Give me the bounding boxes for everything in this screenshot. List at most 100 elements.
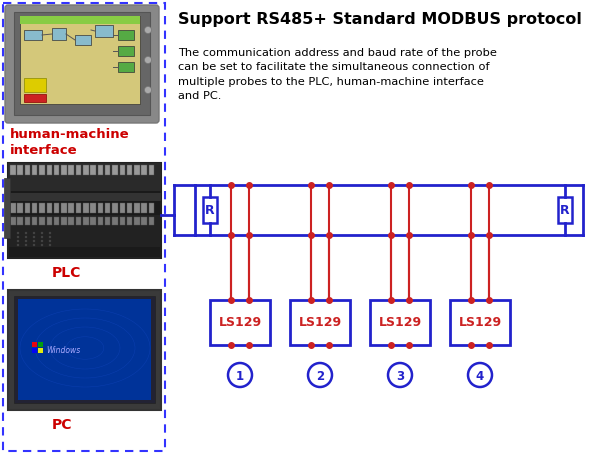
Bar xyxy=(142,203,147,213)
Circle shape xyxy=(41,236,43,238)
Text: R: R xyxy=(560,204,570,217)
Bar xyxy=(38,348,43,353)
Bar xyxy=(68,217,74,225)
Circle shape xyxy=(49,240,51,242)
Bar xyxy=(210,300,270,345)
Circle shape xyxy=(228,363,252,387)
Circle shape xyxy=(33,236,35,238)
Bar xyxy=(25,165,30,175)
Bar xyxy=(8,163,161,258)
Bar xyxy=(112,217,118,225)
Bar xyxy=(119,203,125,213)
Bar xyxy=(90,203,96,213)
Bar xyxy=(90,165,96,175)
Bar xyxy=(47,165,52,175)
Bar xyxy=(450,300,510,345)
Bar xyxy=(90,217,96,225)
Bar xyxy=(17,217,23,225)
Bar xyxy=(118,62,134,72)
Bar xyxy=(32,348,37,353)
Bar xyxy=(75,35,91,45)
Circle shape xyxy=(49,232,51,234)
Bar xyxy=(25,203,30,213)
Text: R: R xyxy=(205,204,215,217)
Bar xyxy=(127,165,133,175)
Bar xyxy=(14,296,155,403)
Bar xyxy=(118,46,134,56)
Bar xyxy=(95,25,113,37)
Bar xyxy=(25,217,30,225)
Bar xyxy=(370,300,430,345)
Bar xyxy=(39,165,45,175)
Bar xyxy=(24,94,46,102)
Circle shape xyxy=(25,232,27,234)
Bar xyxy=(32,217,37,225)
Bar xyxy=(105,217,110,225)
Bar xyxy=(127,217,133,225)
Bar xyxy=(105,203,110,213)
Bar xyxy=(149,165,154,175)
Circle shape xyxy=(41,232,43,234)
Bar xyxy=(203,197,217,223)
Bar xyxy=(3,3,165,451)
Text: Support RS485+ Standard MODBUS protocol: Support RS485+ Standard MODBUS protocol xyxy=(178,12,582,27)
Bar xyxy=(119,217,125,225)
Circle shape xyxy=(41,240,43,242)
Circle shape xyxy=(145,26,151,33)
Bar xyxy=(18,299,151,400)
Bar xyxy=(39,217,45,225)
Text: PLC: PLC xyxy=(52,266,82,280)
Bar xyxy=(8,163,161,191)
Bar xyxy=(47,203,52,213)
Bar xyxy=(134,217,140,225)
Text: 1: 1 xyxy=(236,369,244,382)
Bar xyxy=(20,16,140,104)
Bar xyxy=(24,78,46,92)
Bar xyxy=(20,16,140,24)
Bar xyxy=(8,215,161,247)
Bar xyxy=(10,217,16,225)
Bar xyxy=(105,165,110,175)
Bar xyxy=(118,30,134,40)
Bar xyxy=(83,165,89,175)
Circle shape xyxy=(33,240,35,242)
Bar xyxy=(149,203,154,213)
Bar xyxy=(76,217,81,225)
Bar xyxy=(52,28,66,40)
Bar xyxy=(10,165,16,175)
Text: Windows: Windows xyxy=(46,346,80,355)
Bar xyxy=(17,203,23,213)
Bar xyxy=(47,217,52,225)
Bar xyxy=(61,203,67,213)
Bar xyxy=(127,203,133,213)
Circle shape xyxy=(17,232,19,234)
Bar xyxy=(24,30,42,40)
Bar xyxy=(134,203,140,213)
Bar xyxy=(54,203,59,213)
Circle shape xyxy=(33,232,35,234)
Bar xyxy=(98,203,103,213)
Text: The communication address and baud rate of the probe
can be set to facilitate th: The communication address and baud rate … xyxy=(178,48,497,101)
Bar xyxy=(558,197,572,223)
Bar xyxy=(14,12,150,115)
Circle shape xyxy=(17,240,19,242)
FancyBboxPatch shape xyxy=(5,5,159,123)
Bar xyxy=(17,165,23,175)
Bar xyxy=(83,203,89,213)
Bar xyxy=(54,217,59,225)
Circle shape xyxy=(49,236,51,238)
Bar xyxy=(142,165,147,175)
Bar xyxy=(76,203,81,213)
Circle shape xyxy=(468,363,492,387)
Bar xyxy=(98,165,103,175)
Bar xyxy=(54,165,59,175)
Circle shape xyxy=(49,244,51,246)
Bar xyxy=(98,217,103,225)
Bar xyxy=(112,203,118,213)
Text: PC: PC xyxy=(52,418,73,432)
Bar xyxy=(149,217,154,225)
Text: 3: 3 xyxy=(396,369,404,382)
Bar xyxy=(61,165,67,175)
Circle shape xyxy=(25,244,27,246)
Text: 4: 4 xyxy=(476,369,484,382)
